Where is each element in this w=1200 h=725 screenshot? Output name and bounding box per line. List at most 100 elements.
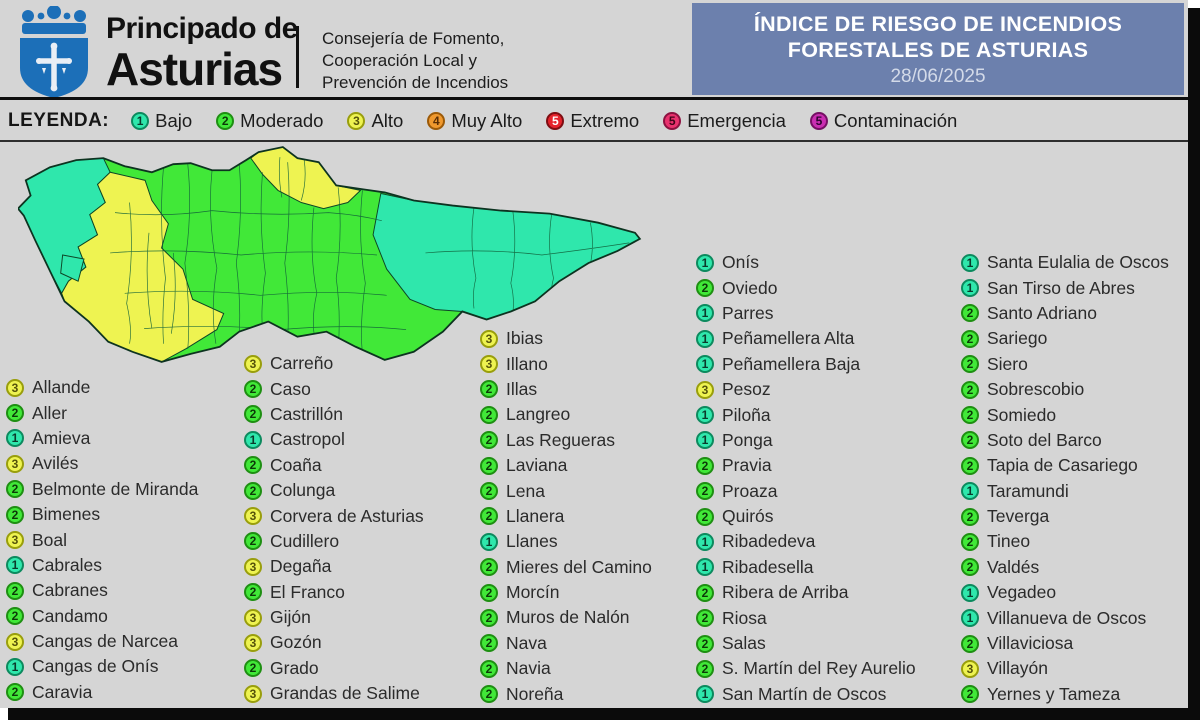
list-item: 2 Caravia xyxy=(6,680,198,705)
municipality-name: Castropol xyxy=(270,429,345,450)
municipality-name: Muros de Nalón xyxy=(506,607,630,628)
municipality-name: Lena xyxy=(506,480,545,501)
header-rule xyxy=(0,97,1188,100)
municipality-name: Castrillón xyxy=(270,403,343,424)
municipality-name: Cangas de Narcea xyxy=(32,631,178,652)
legend-item-label: Emergencia xyxy=(687,110,786,131)
municipality-name: Parres xyxy=(722,302,774,323)
municipality-name: Tapia de Casariego xyxy=(987,455,1138,476)
legend-item: 3 Alto xyxy=(347,110,403,132)
risk-badge: 1 xyxy=(696,685,714,704)
municipality-name: Caravia xyxy=(32,681,93,702)
list-item: 1 Cangas de Onís xyxy=(6,654,198,679)
risk-badge: 1 xyxy=(961,253,979,272)
legend-title: LEYENDA: xyxy=(8,110,110,131)
list-item: 1 Ribadesella xyxy=(696,555,916,580)
risk-badge: 2 xyxy=(696,659,714,678)
risk-badge: 1 xyxy=(696,406,714,425)
municipality-name: Proaza xyxy=(722,480,778,501)
list-item: 2 Ribera de Arriba xyxy=(696,580,916,605)
municipality-name: San Martín de Oscos xyxy=(722,683,887,704)
risk-badge: 2 xyxy=(480,583,498,602)
risk-badge: 1 xyxy=(696,329,714,348)
municipality-name: Caso xyxy=(270,378,311,399)
risk-badge: 1 xyxy=(961,482,979,501)
legend-bar: LEYENDA: 1 Bajo 2 Moderado 3 Alto 4 Muy Alto 5 Ex… xyxy=(8,102,957,140)
department-line1: Consejería de Fomento, xyxy=(322,29,505,48)
municipality-name: Aller xyxy=(32,402,68,423)
list-item: 2 Grado xyxy=(244,656,424,681)
list-item: 1 Villanueva de Oscos xyxy=(961,605,1169,630)
list-item: 2 Sobrescobio xyxy=(961,377,1169,402)
risk-badge: 3 xyxy=(244,557,262,576)
risk-badge: 2 xyxy=(6,505,24,524)
municipality-name: Candamo xyxy=(32,605,108,626)
list-item: 3 Degaña xyxy=(244,554,424,579)
list-item: 2 Proaza xyxy=(696,479,916,504)
asturias-coat-of-arms xyxy=(20,6,88,98)
list-item: 3 Gozón xyxy=(244,630,424,655)
risk-badge: 2 xyxy=(696,482,714,501)
map-region-cape-penas-north xyxy=(250,147,362,210)
risk-badge: 2 xyxy=(961,406,979,425)
list-item: 2 Pravia xyxy=(696,453,916,478)
list-item: 1 Llanes xyxy=(480,529,652,554)
list-item: 2 Teverga xyxy=(961,504,1169,529)
list-item: 2 Castrillón xyxy=(244,402,424,427)
legend-items: 1 Bajo 2 Moderado 3 Alto 4 Muy Alto 5 Extremo 5 Eme… xyxy=(131,110,957,132)
list-item: 2 Navia xyxy=(480,656,652,681)
risk-badge: 1 xyxy=(961,609,979,628)
municipality-name: Grandas de Salime xyxy=(270,683,420,704)
risk-badge: 3 xyxy=(347,112,366,130)
municipality-name: Boal xyxy=(32,529,68,550)
risk-badge: 2 xyxy=(696,456,714,475)
municipality-name: Teverga xyxy=(987,506,1050,527)
list-item: 3 Cangas de Narcea xyxy=(6,629,198,654)
municipality-name: Pesoz xyxy=(722,379,771,400)
list-item: 2 Laviana xyxy=(480,453,652,478)
list-item: 2 Llanera xyxy=(480,504,652,529)
list-item: 3 Allande xyxy=(6,375,198,400)
risk-badge: 2 xyxy=(961,507,979,526)
list-item: 2 Siero xyxy=(961,352,1169,377)
list-item: 3 Villayón xyxy=(961,656,1169,681)
risk-badge: 3 xyxy=(244,354,262,373)
municipality-name: Vegadeo xyxy=(987,582,1057,603)
org-name-line2: Asturias xyxy=(106,43,283,95)
legend-item: 1 Bajo xyxy=(131,110,192,132)
list-item: 2 Bimenes xyxy=(6,502,198,527)
report-title-line2: FORESTALES DE ASTURIAS xyxy=(787,37,1089,62)
list-item: 3 Grandas de Salime xyxy=(244,681,424,706)
list-item: 2 Candamo xyxy=(6,604,198,629)
list-item: 1 Peñamellera Alta xyxy=(696,326,916,351)
risk-badge: 2 xyxy=(480,685,498,704)
legend-item-label: Contaminación xyxy=(833,110,958,131)
risk-badge: 2 xyxy=(961,456,979,475)
legend-item: 2 Moderado xyxy=(216,110,323,132)
asturias-risk-map xyxy=(18,146,642,363)
risk-badge: 3 xyxy=(480,329,498,348)
list-item: 2 Morcín xyxy=(480,580,652,605)
municipality-name: Illano xyxy=(506,353,548,374)
risk-badge: 1 xyxy=(696,558,714,577)
municipality-name: Santo Adriano xyxy=(987,302,1097,323)
list-item: 2 Muros de Nalón xyxy=(480,605,652,630)
risk-badge: 2 xyxy=(961,304,979,323)
map-region-west-coast-patch xyxy=(60,254,85,282)
municipality-name: Llanes xyxy=(506,531,558,552)
municipality-name: Langreo xyxy=(506,404,571,425)
right-frame-border xyxy=(1188,8,1200,720)
list-item: 1 Amieva xyxy=(6,426,198,451)
municipality-name: Sariego xyxy=(987,328,1048,349)
risk-badge: 2 xyxy=(696,583,714,602)
risk-badge: 2 xyxy=(696,507,714,526)
municipality-name: Piloña xyxy=(722,404,771,425)
list-item: 2 Santo Adriano xyxy=(961,301,1169,326)
risk-badge: 2 xyxy=(480,431,498,450)
list-item: 3 Avilés xyxy=(6,451,198,476)
map-region-east xyxy=(372,192,640,321)
list-item: 2 Illas xyxy=(480,377,652,402)
list-item: 2 Colunga xyxy=(244,478,424,503)
list-item: 2 El Franco xyxy=(244,580,424,605)
list-item: 1 Onís xyxy=(696,250,916,275)
